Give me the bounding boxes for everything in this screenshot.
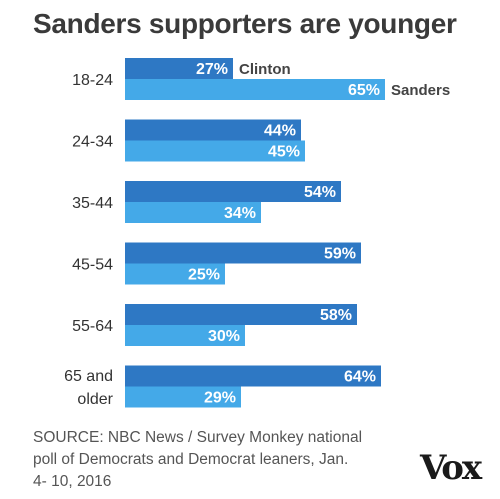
category-label: 55-64: [72, 318, 113, 335]
bar-sanders: [125, 386, 241, 408]
series-label-sanders: Sanders: [391, 82, 450, 99]
category-label: 45-54: [72, 257, 113, 274]
bar-clinton: [125, 58, 233, 79]
bar-clinton: [125, 242, 361, 264]
source-note: SOURCE: NBC News / Survey Monkey nationa…: [33, 429, 363, 490]
value-label: 45%: [268, 144, 300, 161]
category-label: 35-44: [72, 195, 113, 212]
bar-chart: 18-24 27% Clinton 65% Sanders 24-34 44% 45% 35-4…: [64, 58, 450, 408]
category-label: 24-34: [72, 134, 113, 151]
bar-clinton: [125, 365, 381, 387]
value-label: 58%: [320, 307, 352, 324]
series-label-clinton: Clinton: [239, 61, 291, 78]
value-label: 27%: [196, 61, 228, 78]
value-label: 25%: [188, 267, 220, 284]
bar-sanders: [125, 263, 225, 285]
bar-clinton: [125, 304, 357, 325]
bar-clinton: [125, 119, 301, 141]
value-label: 64%: [344, 369, 376, 386]
value-label: 54%: [304, 184, 336, 201]
category-label: 18-24: [72, 72, 113, 89]
value-label: 44%: [264, 123, 296, 140]
value-label: 65%: [348, 82, 380, 99]
bar-sanders: [125, 140, 305, 162]
vox-logo: Vox: [420, 448, 482, 488]
value-label: 34%: [224, 205, 256, 222]
bar-sanders: [125, 202, 261, 223]
bar-sanders: [125, 79, 385, 100]
bar-sanders: [125, 325, 245, 346]
value-label: 30%: [208, 328, 240, 345]
chart-title: Sanders supporters are younger: [33, 8, 457, 39]
value-label: 59%: [324, 246, 356, 263]
category-label: 65 and: [64, 368, 113, 385]
category-label: older: [77, 391, 113, 408]
bar-clinton: [125, 181, 341, 202]
value-label: 29%: [204, 390, 236, 407]
